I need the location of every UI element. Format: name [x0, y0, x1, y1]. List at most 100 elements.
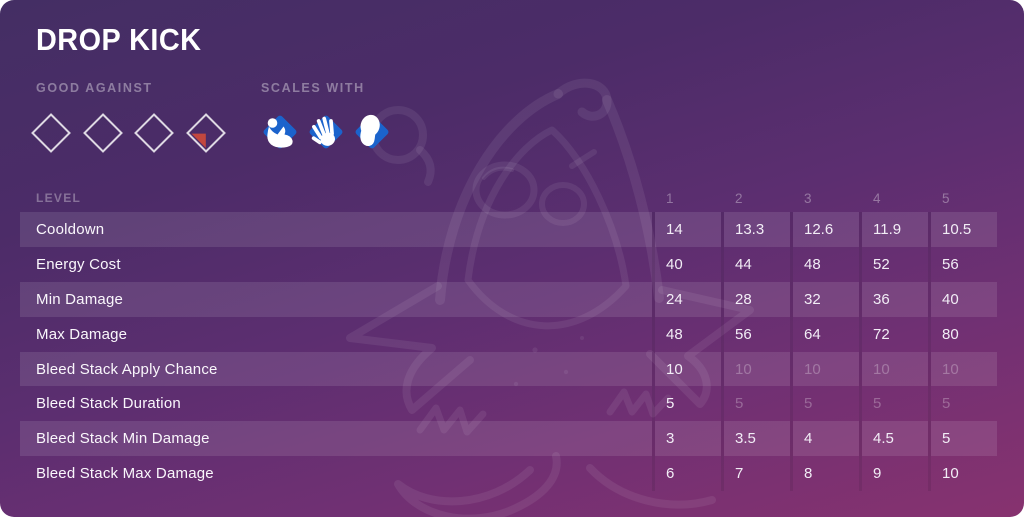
stat-value: 5	[942, 395, 951, 413]
dexterity-icon	[309, 115, 343, 149]
level-column-header: 4	[873, 190, 881, 206]
column-gap	[721, 246, 724, 282]
column-gap	[652, 421, 655, 457]
scales-with-label: SCALES WITH	[261, 81, 365, 95]
good-against-marked-diamond-icon	[185, 113, 226, 153]
stat-value: 10	[655, 351, 721, 387]
stat-value: 8	[804, 465, 813, 483]
column-gap	[652, 456, 655, 492]
stat-value: 4.5	[862, 421, 928, 457]
column-gap	[721, 351, 724, 387]
stat-value: 5	[666, 395, 675, 413]
column-gap	[928, 456, 931, 492]
stat-value: 64	[804, 325, 821, 343]
column-gap	[652, 316, 655, 352]
level-column-header: 2	[735, 190, 743, 206]
column-gap	[721, 212, 724, 247]
stat-value: 10.5	[931, 212, 997, 247]
column-gap	[928, 421, 931, 457]
column-gap	[721, 421, 724, 457]
column-gap	[790, 386, 793, 422]
stat-value: 14	[655, 212, 721, 247]
ability-title: DROP KICK	[36, 22, 202, 57]
good-against-slots	[29, 111, 228, 155]
column-gap	[928, 351, 931, 387]
stat-row-label: Bleed Stack Max Damage	[36, 465, 214, 483]
strength-icon	[263, 115, 297, 149]
column-gap	[859, 316, 862, 352]
stat-row-label: Min Damage	[20, 281, 652, 317]
table-row: Bleed Stack Duration 5 5 5 5 5	[20, 386, 997, 422]
corner-marker-icon	[191, 133, 206, 148]
column-gap	[721, 316, 724, 352]
column-gap	[652, 212, 655, 247]
stat-value: 7	[735, 465, 744, 483]
table-row: Max Damage 48 56 64 72 80	[20, 316, 997, 352]
stat-value: 56	[942, 255, 959, 273]
stat-value: 3	[655, 421, 721, 457]
stats-table-body: Cooldown 14 13.3 12.6 11.9 10.5 Energy Cost 40 4…	[20, 212, 997, 492]
column-gap	[928, 386, 931, 422]
level-column-header: 5	[942, 190, 950, 206]
stat-value: 32	[793, 281, 859, 317]
level-header-label: LEVEL	[36, 191, 82, 205]
stat-value: 24	[655, 281, 721, 317]
table-row: Bleed Stack Min Damage 3 3.5 4 4.5 5	[20, 421, 997, 457]
stat-value: 12.6	[793, 212, 859, 247]
column-gap	[859, 421, 862, 457]
table-row: Bleed Stack Apply Chance 10 10 10 10 10	[20, 351, 997, 387]
level-column-header: 3	[804, 190, 812, 206]
column-gap	[790, 351, 793, 387]
stat-value: 80	[942, 325, 959, 343]
column-gap	[859, 386, 862, 422]
stat-value: 10	[793, 351, 859, 387]
column-gap	[859, 246, 862, 282]
column-gap	[928, 212, 931, 247]
stat-value: 13.3	[724, 212, 790, 247]
stat-value: 5	[804, 395, 813, 413]
stat-value: 9	[873, 465, 882, 483]
column-gap	[790, 212, 793, 247]
column-gap	[721, 456, 724, 492]
column-gap	[859, 212, 862, 247]
column-gap	[652, 386, 655, 422]
column-gap	[859, 456, 862, 492]
stat-value: 5	[931, 421, 997, 457]
column-gap	[721, 386, 724, 422]
column-gap	[652, 246, 655, 282]
stat-row-label: Bleed Stack Apply Chance	[20, 351, 652, 387]
agility-icon	[355, 114, 389, 149]
stat-value: 10	[931, 351, 997, 387]
column-gap	[652, 351, 655, 387]
good-against-diamond-icon	[134, 113, 174, 153]
stat-value: 4	[793, 421, 859, 457]
table-header-row: LEVEL 1 2 3 4 5	[20, 186, 997, 210]
column-gap	[721, 281, 724, 317]
column-gap	[928, 316, 931, 352]
column-gap	[790, 246, 793, 282]
column-gap	[652, 281, 655, 317]
stat-row-label: Cooldown	[20, 212, 652, 247]
column-gap	[859, 281, 862, 317]
table-row: Cooldown 14 13.3 12.6 11.9 10.5	[20, 212, 997, 247]
stat-value: 28	[724, 281, 790, 317]
good-against-label: GOOD AGAINST	[36, 81, 153, 95]
stat-row-label: Energy Cost	[36, 255, 121, 273]
stat-value: 3.5	[724, 421, 790, 457]
stat-row-label: Max Damage	[36, 325, 128, 343]
table-row: Energy Cost 40 44 48 52 56	[20, 246, 997, 282]
scales-with-icons	[258, 110, 394, 154]
level-column-header: 1	[666, 190, 674, 206]
stat-value: 44	[735, 255, 752, 273]
stat-value: 10	[942, 465, 959, 483]
column-gap	[790, 281, 793, 317]
stat-value: 52	[873, 255, 890, 273]
stat-value: 40	[931, 281, 997, 317]
stat-value: 72	[873, 325, 890, 343]
good-against-diamond-icon	[31, 113, 71, 153]
good-against-diamond-icon	[82, 113, 123, 153]
column-gap	[859, 351, 862, 387]
table-row: Bleed Stack Max Damage 6 7 8 9 10	[20, 456, 997, 492]
